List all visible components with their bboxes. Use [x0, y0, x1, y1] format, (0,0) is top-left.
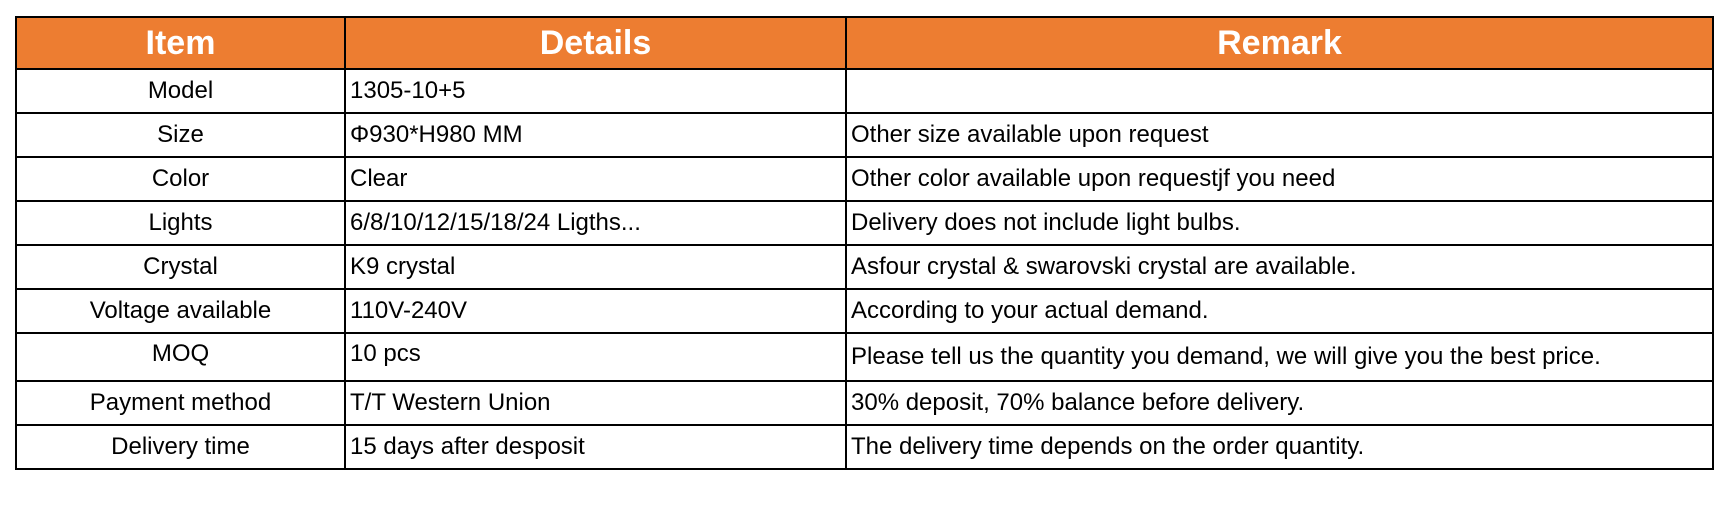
- details-cell: Φ930*H980 MM: [344, 112, 847, 158]
- item-cell: Size: [15, 112, 346, 158]
- header-details: Details: [344, 16, 847, 70]
- item-cell: MOQ: [15, 332, 346, 382]
- remark-cell: According to your actual demand.: [845, 288, 1714, 334]
- header-remark: Remark: [845, 16, 1714, 70]
- header-item: Item: [15, 16, 346, 70]
- details-cell: 6/8/10/12/15/18/24 Ligths...: [344, 200, 847, 246]
- remark-cell: [845, 68, 1714, 114]
- item-cell: Model: [15, 68, 346, 114]
- item-cell: Color: [15, 156, 346, 202]
- table-row: Crystal K9 crystal Asfour crystal & swarov…: [15, 244, 1714, 290]
- remark-cell: Delivery does not include light bulbs.: [845, 200, 1714, 246]
- item-cell: Voltage available: [15, 288, 346, 334]
- details-cell: Clear: [344, 156, 847, 202]
- details-cell: 110V-240V: [344, 288, 847, 334]
- table-row: MOQ 10 pcs Please tell us the quantity you…: [15, 332, 1714, 382]
- details-cell: T/T Western Union: [344, 380, 847, 426]
- table-row: Voltage available 110V-240V According to y…: [15, 288, 1714, 334]
- details-cell: 1305-10+5: [344, 68, 847, 114]
- item-cell: Delivery time: [15, 424, 346, 470]
- table-row: Delivery time 15 days after desposit The d…: [15, 424, 1714, 470]
- remark-cell: Other color available upon requestjf you…: [845, 156, 1714, 202]
- header-row: Item Details Remark: [15, 16, 1714, 70]
- remark-cell: Asfour crystal & swarovski crystal are a…: [845, 244, 1714, 290]
- product-spec-table: Item Details Remark Model 1305-10+5 Size Φ9…: [15, 16, 1714, 470]
- details-cell: 10 pcs: [344, 332, 847, 382]
- table-row: Lights 6/8/10/12/15/18/24 Ligths... Delive…: [15, 200, 1714, 246]
- remark-cell: 30% deposit, 70% balance before delivery…: [845, 380, 1714, 426]
- table-row: Size Φ930*H980 MM Other size available upo…: [15, 112, 1714, 158]
- item-cell: Lights: [15, 200, 346, 246]
- remark-cell: The delivery time depends on the order q…: [845, 424, 1714, 470]
- details-cell: K9 crystal: [344, 244, 847, 290]
- item-cell: Crystal: [15, 244, 346, 290]
- remark-cell: Other size available upon request: [845, 112, 1714, 158]
- item-cell: Payment method: [15, 380, 346, 426]
- details-cell: 15 days after desposit: [344, 424, 847, 470]
- table-row: Color Clear Other color available upon req…: [15, 156, 1714, 202]
- table-row: Model 1305-10+5: [15, 68, 1714, 114]
- table-row: Payment method T/T Western Union 30% depos…: [15, 380, 1714, 426]
- remark-cell: Please tell us the quantity you demand, …: [845, 332, 1714, 382]
